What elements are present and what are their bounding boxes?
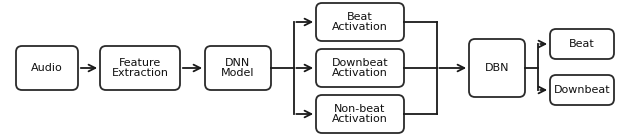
Text: Downbeat: Downbeat <box>332 58 388 68</box>
FancyBboxPatch shape <box>550 29 614 59</box>
FancyBboxPatch shape <box>316 95 404 133</box>
FancyBboxPatch shape <box>16 46 78 90</box>
Text: Extraction: Extraction <box>111 68 168 78</box>
FancyBboxPatch shape <box>316 3 404 41</box>
Text: DNN: DNN <box>225 58 251 68</box>
Text: Feature: Feature <box>119 58 161 68</box>
Text: DBN: DBN <box>484 63 509 73</box>
Text: Activation: Activation <box>332 114 388 124</box>
Text: Beat: Beat <box>347 12 373 22</box>
Text: Beat: Beat <box>569 39 595 49</box>
FancyBboxPatch shape <box>469 39 525 97</box>
Text: Activation: Activation <box>332 68 388 78</box>
Text: Non-beat: Non-beat <box>334 104 386 114</box>
Text: Audio: Audio <box>31 63 63 73</box>
FancyBboxPatch shape <box>550 75 614 105</box>
Text: Activation: Activation <box>332 22 388 32</box>
Text: Downbeat: Downbeat <box>554 85 611 95</box>
Text: Model: Model <box>221 68 255 78</box>
FancyBboxPatch shape <box>205 46 271 90</box>
FancyBboxPatch shape <box>316 49 404 87</box>
FancyBboxPatch shape <box>100 46 180 90</box>
